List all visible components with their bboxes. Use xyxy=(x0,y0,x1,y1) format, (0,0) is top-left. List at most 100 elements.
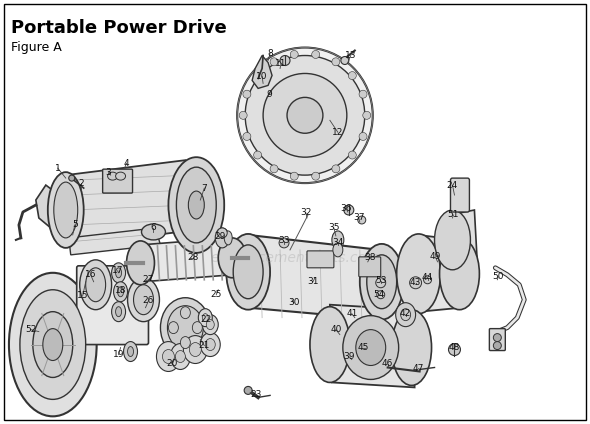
Text: 46: 46 xyxy=(382,359,394,368)
Ellipse shape xyxy=(290,172,298,180)
Ellipse shape xyxy=(162,349,175,363)
Text: 27: 27 xyxy=(143,275,154,284)
Text: 36: 36 xyxy=(340,204,352,212)
Text: eReplacementParts.com: eReplacementParts.com xyxy=(210,251,380,265)
Ellipse shape xyxy=(358,216,366,224)
Ellipse shape xyxy=(160,298,210,357)
Ellipse shape xyxy=(270,165,278,173)
Ellipse shape xyxy=(48,172,84,248)
Ellipse shape xyxy=(344,205,354,215)
Text: Figure A: Figure A xyxy=(11,41,62,53)
Ellipse shape xyxy=(396,234,441,314)
Ellipse shape xyxy=(9,273,97,416)
Text: 39: 39 xyxy=(343,352,355,361)
Ellipse shape xyxy=(290,50,298,59)
Ellipse shape xyxy=(126,241,155,285)
Text: 33: 33 xyxy=(278,237,290,245)
Text: 28: 28 xyxy=(188,254,199,262)
Ellipse shape xyxy=(279,238,289,248)
Ellipse shape xyxy=(360,244,404,320)
Ellipse shape xyxy=(142,224,165,240)
Ellipse shape xyxy=(233,245,263,299)
Polygon shape xyxy=(140,238,232,282)
Ellipse shape xyxy=(367,255,396,309)
Text: 29: 29 xyxy=(215,232,226,241)
Text: 17: 17 xyxy=(112,266,123,275)
Ellipse shape xyxy=(33,312,73,377)
Text: 11: 11 xyxy=(276,59,287,68)
Text: Portable Power Drive: Portable Power Drive xyxy=(11,19,227,36)
Ellipse shape xyxy=(424,276,431,284)
Ellipse shape xyxy=(215,228,230,248)
Text: 43: 43 xyxy=(410,278,421,287)
Polygon shape xyxy=(418,235,461,312)
Ellipse shape xyxy=(310,307,350,382)
Ellipse shape xyxy=(392,310,431,385)
Ellipse shape xyxy=(332,58,340,66)
Ellipse shape xyxy=(202,314,208,322)
Text: 1: 1 xyxy=(55,164,61,173)
Ellipse shape xyxy=(332,231,344,249)
Ellipse shape xyxy=(239,112,247,119)
Text: 3: 3 xyxy=(106,167,112,177)
Ellipse shape xyxy=(205,339,215,351)
Ellipse shape xyxy=(117,287,123,297)
Text: 54: 54 xyxy=(373,290,385,299)
Ellipse shape xyxy=(168,157,224,253)
Ellipse shape xyxy=(176,167,217,243)
Text: 32: 32 xyxy=(300,209,312,218)
Ellipse shape xyxy=(116,307,122,317)
Ellipse shape xyxy=(332,165,340,173)
Ellipse shape xyxy=(226,234,270,310)
Ellipse shape xyxy=(341,56,349,64)
Text: 30: 30 xyxy=(289,298,300,307)
FancyBboxPatch shape xyxy=(451,178,470,212)
Ellipse shape xyxy=(202,315,218,335)
Ellipse shape xyxy=(112,302,126,322)
Ellipse shape xyxy=(86,268,106,302)
Ellipse shape xyxy=(376,278,386,288)
FancyBboxPatch shape xyxy=(307,251,334,268)
Ellipse shape xyxy=(171,343,191,369)
Text: 41: 41 xyxy=(346,309,358,318)
Ellipse shape xyxy=(287,98,323,133)
FancyBboxPatch shape xyxy=(489,329,505,351)
Ellipse shape xyxy=(189,343,201,357)
Text: 25: 25 xyxy=(211,290,222,299)
FancyBboxPatch shape xyxy=(77,266,149,345)
Ellipse shape xyxy=(43,329,63,360)
Polygon shape xyxy=(65,160,195,245)
Ellipse shape xyxy=(217,228,227,238)
Ellipse shape xyxy=(312,172,320,180)
Text: 48: 48 xyxy=(449,343,460,352)
Ellipse shape xyxy=(181,337,191,349)
Text: 45: 45 xyxy=(357,343,369,352)
Ellipse shape xyxy=(201,332,220,357)
Ellipse shape xyxy=(168,322,178,334)
Ellipse shape xyxy=(396,303,415,326)
Ellipse shape xyxy=(168,306,204,349)
Ellipse shape xyxy=(377,291,385,299)
Ellipse shape xyxy=(127,278,159,322)
Ellipse shape xyxy=(245,56,365,175)
Polygon shape xyxy=(248,235,382,320)
Ellipse shape xyxy=(188,191,204,219)
Text: 52: 52 xyxy=(25,325,37,334)
Ellipse shape xyxy=(218,238,246,278)
Ellipse shape xyxy=(181,307,191,319)
Ellipse shape xyxy=(198,309,212,326)
Ellipse shape xyxy=(114,282,127,302)
Text: 47: 47 xyxy=(413,364,424,373)
Text: 22: 22 xyxy=(201,315,212,324)
Ellipse shape xyxy=(156,342,181,371)
Text: 8: 8 xyxy=(267,49,273,58)
Ellipse shape xyxy=(280,56,290,65)
Ellipse shape xyxy=(493,334,501,342)
Ellipse shape xyxy=(244,386,252,394)
Ellipse shape xyxy=(448,343,460,356)
Ellipse shape xyxy=(359,132,367,140)
Text: 40: 40 xyxy=(330,325,342,334)
Polygon shape xyxy=(450,210,477,268)
Text: 19: 19 xyxy=(113,350,124,359)
Text: 34: 34 xyxy=(332,238,343,247)
